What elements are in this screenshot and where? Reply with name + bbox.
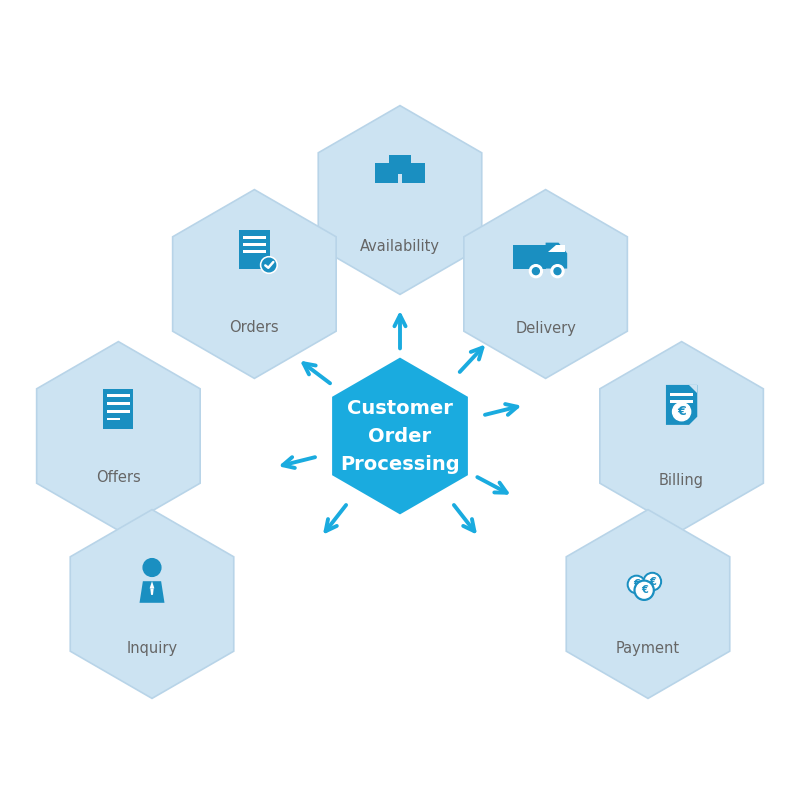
Circle shape xyxy=(634,580,654,600)
Polygon shape xyxy=(139,581,165,603)
Bar xyxy=(513,245,546,269)
Polygon shape xyxy=(464,190,627,378)
Bar xyxy=(239,230,270,270)
Text: €: € xyxy=(678,405,686,418)
Polygon shape xyxy=(70,510,234,698)
Text: Offers: Offers xyxy=(96,470,141,485)
Circle shape xyxy=(143,558,161,576)
Circle shape xyxy=(261,257,278,274)
Bar xyxy=(107,418,119,420)
Bar xyxy=(103,389,134,430)
Text: Delivery: Delivery xyxy=(515,321,576,335)
Polygon shape xyxy=(600,342,763,530)
Text: €: € xyxy=(641,586,647,595)
Circle shape xyxy=(636,582,652,598)
Circle shape xyxy=(627,575,646,594)
Polygon shape xyxy=(37,342,200,530)
Text: Inquiry: Inquiry xyxy=(126,641,178,655)
Text: Payment: Payment xyxy=(616,641,680,655)
Circle shape xyxy=(551,265,564,278)
Circle shape xyxy=(530,265,542,278)
Polygon shape xyxy=(332,358,468,514)
Polygon shape xyxy=(548,245,565,252)
Bar xyxy=(243,237,266,239)
Text: Orders: Orders xyxy=(230,321,279,335)
Circle shape xyxy=(554,268,561,274)
Polygon shape xyxy=(689,385,698,393)
Circle shape xyxy=(646,574,659,589)
Polygon shape xyxy=(150,581,154,589)
Bar xyxy=(107,410,130,413)
Text: Availability: Availability xyxy=(360,239,440,254)
Circle shape xyxy=(673,402,690,421)
Circle shape xyxy=(643,573,662,590)
Text: €: € xyxy=(649,577,656,586)
Circle shape xyxy=(630,578,643,591)
Bar xyxy=(243,243,266,246)
Bar xyxy=(402,163,425,182)
Text: Customer
Order
Processing: Customer Order Processing xyxy=(340,398,460,474)
Bar xyxy=(670,400,694,403)
Polygon shape xyxy=(318,106,482,294)
Circle shape xyxy=(533,268,539,274)
Text: Billing: Billing xyxy=(659,473,704,487)
Bar xyxy=(107,402,130,405)
Bar xyxy=(670,393,694,396)
Polygon shape xyxy=(566,510,730,698)
Bar xyxy=(389,154,411,174)
Polygon shape xyxy=(150,589,154,595)
Text: €: € xyxy=(633,579,640,590)
Bar xyxy=(243,250,266,253)
Polygon shape xyxy=(666,385,698,425)
Bar xyxy=(375,163,398,182)
Circle shape xyxy=(262,258,276,272)
Polygon shape xyxy=(546,242,567,269)
Bar xyxy=(107,394,130,397)
Polygon shape xyxy=(173,190,336,378)
